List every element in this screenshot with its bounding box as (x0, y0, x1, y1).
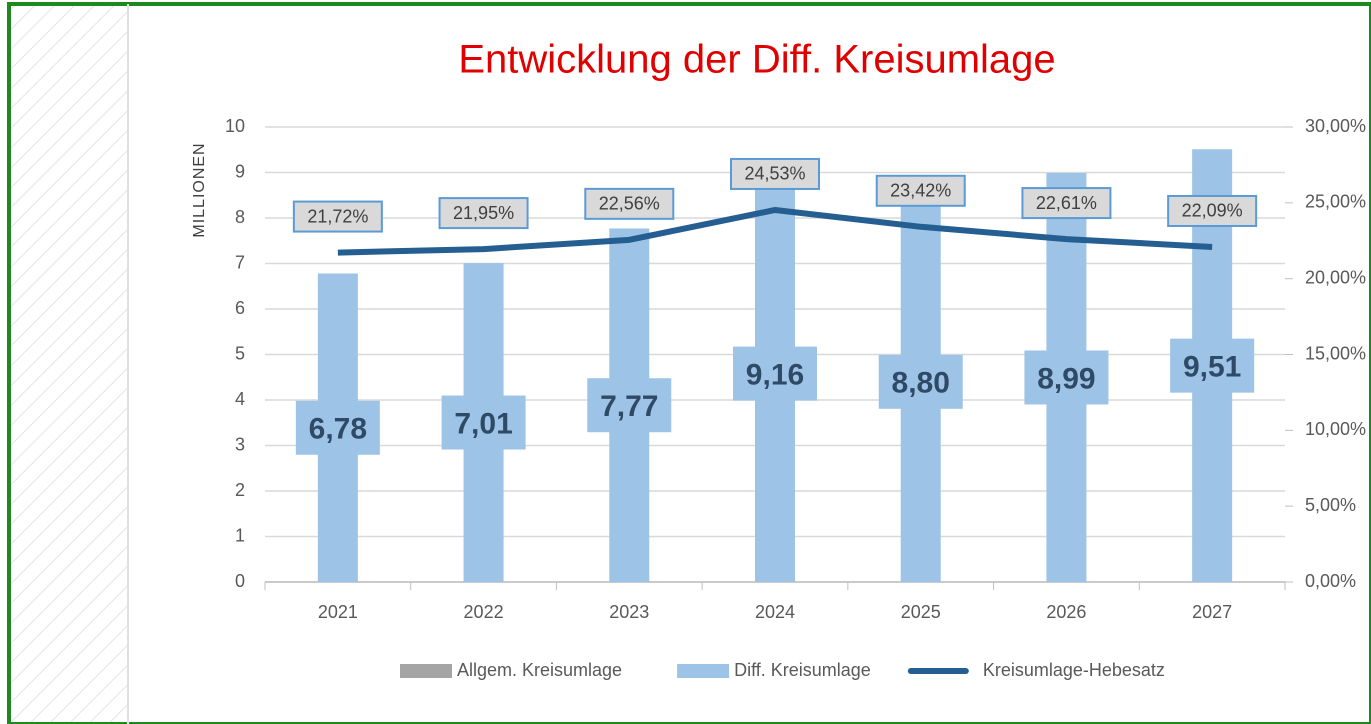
x-tick-label: 2021 (318, 602, 358, 622)
data-label-box (878, 354, 963, 409)
data-label-box (1024, 350, 1109, 405)
data-label-box (733, 346, 817, 401)
y-tick-label: 0 (235, 571, 245, 591)
legend-label: Kreisumlage-Hebesatz (983, 660, 1165, 680)
y-tick-label: 10 (225, 116, 245, 136)
data-label: 8,80 (892, 367, 950, 400)
data-label-box (441, 395, 526, 450)
y-tick-label: 1 (235, 525, 245, 545)
data-label-box (1170, 338, 1255, 393)
data-label: 9,51 (1183, 351, 1241, 384)
data-label-box (295, 400, 380, 455)
y-tick-label: 2 (235, 480, 245, 500)
x-tick-label: 2026 (1046, 602, 1086, 622)
side-panel (10, 4, 128, 724)
y2-tick-label: 10,00% (1305, 419, 1366, 439)
data-label: 7,77 (600, 390, 658, 423)
y2-tick-label: 15,00% (1305, 343, 1366, 363)
data-label-box (292, 200, 383, 233)
data-label-box (438, 197, 529, 230)
y2-tick-label: 0,00% (1305, 571, 1356, 591)
data-label: 7,01 (454, 407, 512, 440)
y2-tick-label: 20,00% (1305, 267, 1366, 287)
data-label: 21,95% (453, 203, 514, 223)
data-label: 22,09% (1182, 201, 1243, 221)
legend-label: Allgem. Kreisumlage (457, 660, 622, 680)
line (337, 206, 1213, 256)
y-tick-label: 3 (235, 434, 245, 454)
y-tick-label: 8 (235, 207, 245, 227)
y-tick-label: 7 (235, 252, 245, 272)
data-label: 23,42% (890, 181, 951, 201)
data-label-box (587, 378, 672, 433)
y2-tick-label: 25,00% (1305, 192, 1366, 212)
x-tick-label: 2022 (464, 602, 504, 622)
data-label: 9,16 (746, 359, 804, 392)
legend-swatch (400, 664, 452, 678)
data-label-box (584, 187, 675, 220)
y-tick-label: 5 (235, 343, 245, 363)
data-label: 21,72% (307, 206, 368, 226)
data-label-box (1167, 194, 1258, 227)
y-axis-label: MILLIONEN (191, 142, 208, 237)
data-label: 22,61% (1036, 193, 1097, 213)
data-label: 22,56% (599, 194, 660, 214)
y2-tick-label: 5,00% (1305, 495, 1356, 515)
x-tick-label: 2024 (755, 602, 795, 622)
legend-swatch (677, 664, 730, 678)
chart-title: Entwicklung der Diff. Kreisumlage (458, 38, 1055, 82)
data-label-box (1021, 187, 1112, 220)
frame (7, 2, 1371, 724)
y-tick-label: 9 (235, 161, 245, 181)
data-label-box (730, 157, 820, 190)
y2-tick-label: 30,00% (1305, 116, 1366, 136)
data-label: 6,78 (309, 413, 367, 446)
x-tick-label: 2023 (609, 602, 649, 622)
y-tick-label: 6 (235, 298, 245, 318)
legend-label: Diff. Kreisumlage (734, 660, 871, 680)
x-tick-label: 2027 (1192, 602, 1232, 622)
data-label: 24,53% (744, 164, 805, 184)
data-label: 8,99 (1037, 362, 1095, 395)
data-label-box (875, 174, 966, 207)
x-tick-label: 2025 (901, 602, 941, 622)
y-tick-label: 4 (235, 389, 245, 409)
